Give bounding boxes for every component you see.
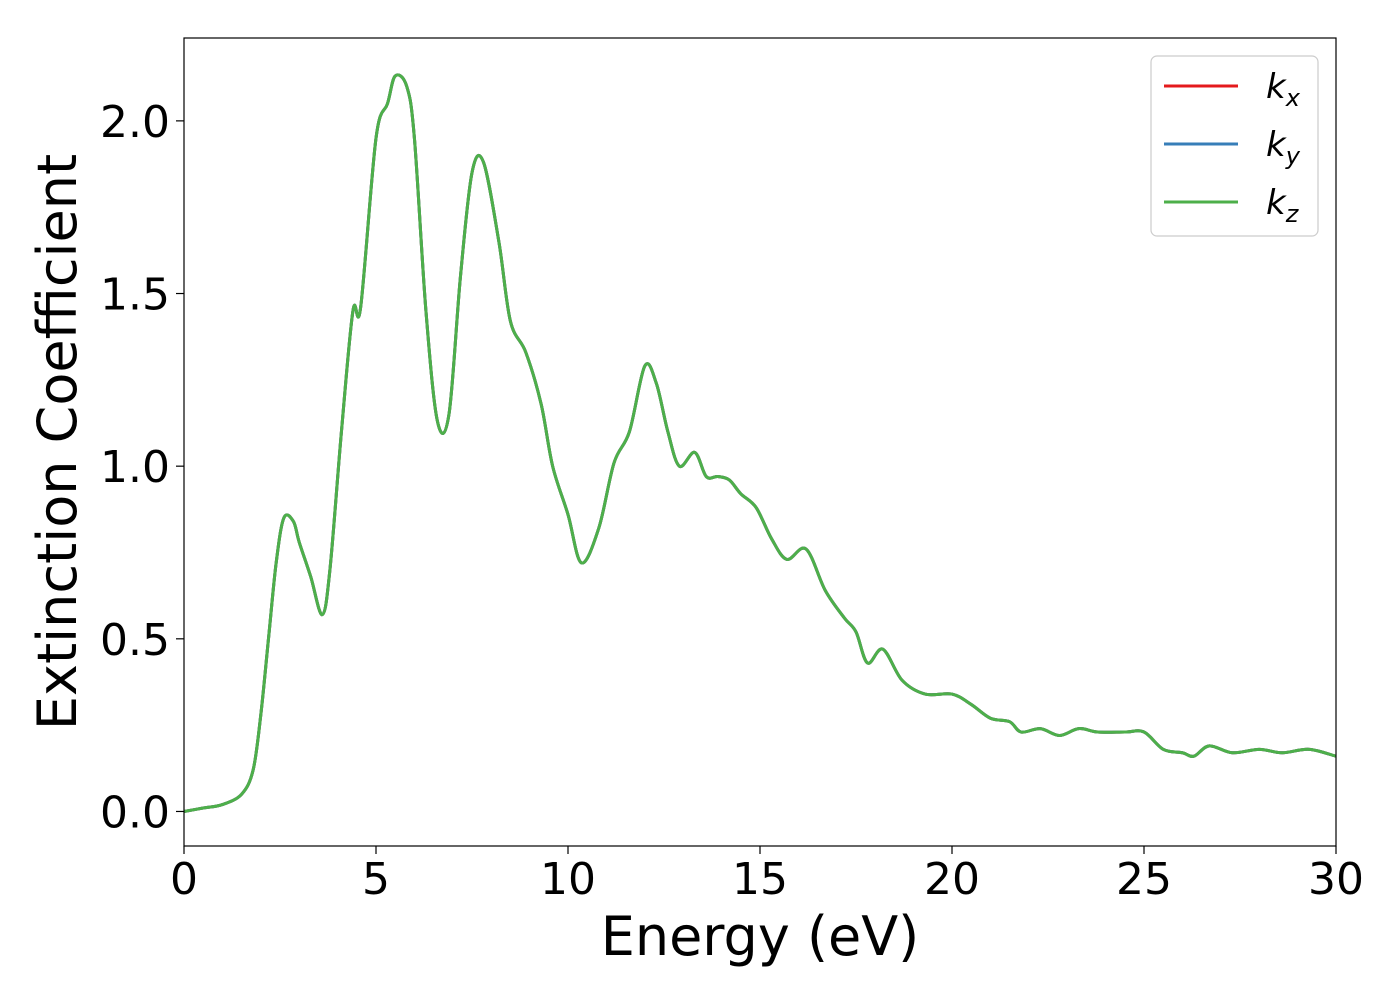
series-line-k_z bbox=[183, 73, 1337, 813]
legend-label-kz: kz bbox=[1266, 183, 1300, 228]
x-axis-label: Energy (eV) bbox=[601, 905, 920, 968]
y-axis-label: Extinction Coefficient bbox=[26, 154, 89, 730]
x-tick-label: 30 bbox=[1308, 854, 1364, 905]
x-tick-label: 25 bbox=[1116, 854, 1172, 905]
x-tick-label: 5 bbox=[362, 854, 390, 905]
x-tick-label: 10 bbox=[540, 854, 596, 905]
y-tick-label: 1.5 bbox=[100, 270, 170, 321]
y-tick-label: 0.5 bbox=[100, 615, 170, 666]
ticks-layer: 0 5 10 15 20 25 30 0.0 0.5 1.0 1.5 2.0 bbox=[100, 97, 1364, 905]
y-tick-label: 0.0 bbox=[100, 787, 170, 838]
y-tick-label: 1.0 bbox=[100, 442, 170, 493]
y-tick-label: 2.0 bbox=[100, 97, 170, 148]
legend-label-ky: ky bbox=[1266, 125, 1301, 170]
x-tick-label: 20 bbox=[924, 854, 980, 905]
legend-label-kx: kx bbox=[1266, 67, 1301, 112]
series-layer bbox=[183, 73, 1337, 813]
x-tick-label: 15 bbox=[732, 854, 788, 905]
x-tick-label: 0 bbox=[170, 854, 198, 905]
legend: kx ky kz bbox=[1150, 55, 1319, 237]
legend-box bbox=[1150, 55, 1319, 237]
